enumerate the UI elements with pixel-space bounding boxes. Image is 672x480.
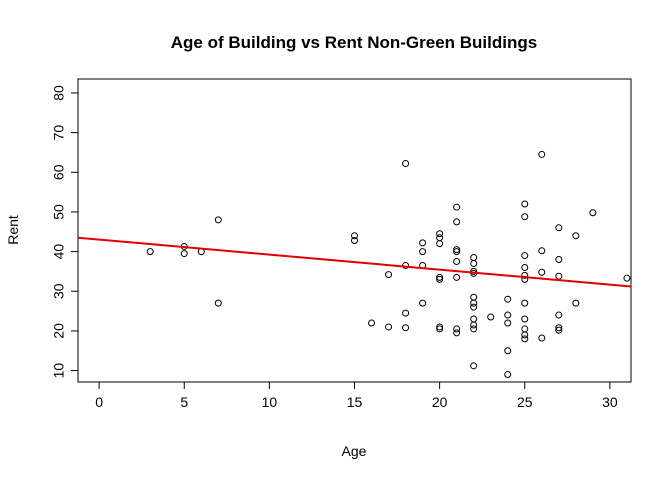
data-point bbox=[436, 325, 444, 333]
data-point bbox=[436, 234, 444, 242]
data-point bbox=[521, 252, 529, 260]
x-tick-label: 15 bbox=[347, 394, 363, 410]
y-tick-label: 10 bbox=[51, 363, 67, 379]
y-axis-label: Rent bbox=[5, 215, 21, 245]
x-tick-label: 5 bbox=[180, 394, 188, 410]
data-point bbox=[214, 299, 222, 307]
data-point bbox=[521, 331, 529, 339]
data-point bbox=[402, 324, 410, 332]
data-point bbox=[555, 272, 563, 280]
data-points bbox=[146, 150, 631, 379]
data-point bbox=[453, 203, 461, 211]
data-point bbox=[521, 213, 529, 221]
data-point bbox=[146, 248, 154, 256]
data-point bbox=[470, 254, 478, 262]
data-point bbox=[402, 160, 410, 168]
data-point bbox=[470, 299, 478, 307]
data-point bbox=[504, 319, 512, 327]
data-point bbox=[504, 295, 512, 303]
data-point bbox=[521, 200, 529, 208]
data-point bbox=[572, 299, 580, 307]
x-axis-label: Age bbox=[342, 443, 367, 459]
data-point bbox=[538, 150, 546, 158]
data-point bbox=[504, 347, 512, 355]
data-point bbox=[453, 248, 461, 256]
x-tick-label: 10 bbox=[262, 394, 278, 410]
plot-frame bbox=[77, 78, 632, 383]
data-point bbox=[589, 209, 597, 217]
chart-title: Age of Building vs Rent Non-Green Buildi… bbox=[171, 33, 537, 52]
x-tick-label: 25 bbox=[517, 394, 533, 410]
data-point bbox=[521, 335, 529, 343]
data-point bbox=[521, 299, 529, 307]
data-point bbox=[521, 315, 529, 323]
data-point bbox=[436, 240, 444, 248]
data-point bbox=[436, 230, 444, 238]
data-point bbox=[555, 256, 563, 264]
data-point bbox=[504, 371, 512, 379]
data-point bbox=[487, 313, 495, 321]
data-point bbox=[180, 250, 188, 258]
data-point bbox=[555, 311, 563, 319]
data-point bbox=[419, 239, 427, 247]
data-point bbox=[470, 321, 478, 329]
data-point bbox=[453, 273, 461, 281]
data-point bbox=[351, 236, 358, 244]
data-point bbox=[385, 323, 393, 331]
data-point bbox=[521, 325, 529, 333]
y-tick-label: 50 bbox=[51, 204, 67, 220]
data-point bbox=[521, 263, 529, 271]
fit-line-group bbox=[77, 236, 632, 288]
x-axis: 0 5 10 15 20 25 30 bbox=[95, 381, 618, 410]
y-tick-label: 70 bbox=[51, 125, 67, 141]
data-point bbox=[402, 309, 410, 317]
data-point bbox=[436, 273, 444, 281]
data-point bbox=[453, 246, 461, 254]
data-point bbox=[436, 323, 444, 331]
data-point bbox=[470, 303, 478, 311]
data-point bbox=[436, 275, 444, 283]
data-point bbox=[470, 362, 478, 370]
data-point bbox=[521, 271, 529, 279]
data-point bbox=[368, 319, 376, 327]
data-point bbox=[555, 324, 563, 332]
data-point bbox=[453, 258, 461, 266]
data-point bbox=[555, 224, 563, 232]
data-point bbox=[538, 334, 546, 342]
data-point bbox=[623, 274, 631, 282]
data-point bbox=[470, 325, 478, 333]
y-tick-label: 60 bbox=[51, 164, 67, 180]
y-tick-label: 30 bbox=[51, 283, 67, 299]
data-point bbox=[470, 315, 478, 323]
x-tick-label: 20 bbox=[432, 394, 448, 410]
data-point bbox=[351, 232, 358, 240]
data-point bbox=[555, 326, 563, 334]
data-point bbox=[470, 293, 478, 301]
data-point bbox=[385, 271, 393, 279]
x-tick-label: 0 bbox=[95, 394, 103, 410]
data-point bbox=[538, 247, 546, 255]
regression-line bbox=[77, 236, 632, 288]
data-point bbox=[214, 216, 222, 224]
data-point bbox=[504, 311, 512, 319]
x-tick-label: 30 bbox=[602, 394, 618, 410]
data-point bbox=[453, 325, 461, 333]
data-point bbox=[419, 248, 427, 256]
y-axis: 10 20 30 40 50 60 70 80 bbox=[51, 85, 79, 379]
y-tick-label: 80 bbox=[51, 85, 67, 101]
data-point bbox=[453, 329, 461, 337]
data-point bbox=[538, 268, 546, 276]
y-tick-label: 20 bbox=[51, 323, 67, 339]
data-point bbox=[572, 232, 580, 240]
data-point bbox=[419, 299, 427, 307]
data-point bbox=[453, 218, 461, 226]
data-point bbox=[470, 259, 478, 267]
y-tick-label: 40 bbox=[51, 244, 67, 260]
